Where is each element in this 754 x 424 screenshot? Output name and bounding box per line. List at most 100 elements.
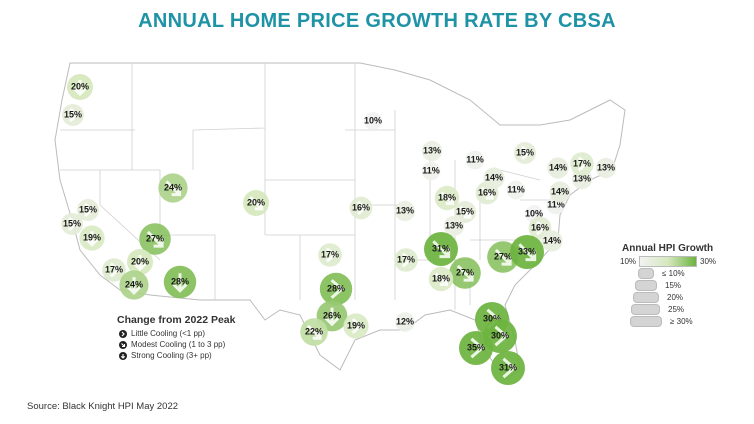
cooling-legend-item: Modest Cooling (1 to 3 pp) — [119, 340, 235, 349]
city-bubble: 15% — [61, 213, 83, 235]
right-arrow-icon — [577, 156, 589, 172]
bubble-label: 30% — [483, 313, 501, 323]
city-bubble: 22% — [300, 318, 328, 346]
size-swatch — [631, 304, 660, 315]
city-bubble: 17% — [394, 248, 418, 272]
bubble-label: 17% — [105, 264, 123, 274]
bubble-label: 20% — [247, 197, 265, 207]
bubble-circle — [349, 196, 373, 220]
bubble-circle — [514, 142, 536, 164]
diagonal-arrow-icon — [249, 196, 264, 211]
bubble-circle — [570, 152, 594, 176]
diagonal-arrow-icon — [456, 264, 474, 282]
bubble-label: 15% — [64, 109, 82, 119]
bubble-label: 11% — [507, 184, 525, 194]
bubble-label: 26% — [323, 310, 341, 320]
city-bubble: 31% — [491, 351, 525, 385]
right-arrow-icon — [68, 216, 79, 232]
bubble-circle — [459, 331, 493, 365]
bubble-label: 27% — [146, 233, 164, 243]
bubble-label: 17% — [573, 158, 591, 168]
right-arrow-icon — [401, 252, 413, 268]
bubble-label: 35% — [467, 342, 485, 352]
city-bubble: 35% — [459, 331, 493, 365]
bubble-label: 22% — [305, 326, 323, 336]
bubble-label: 10% — [525, 208, 543, 218]
city-bubble: 15% — [514, 142, 536, 164]
diagonal-arrow-icon — [119, 340, 127, 349]
bubble-label: 17% — [321, 249, 339, 259]
bubble-circle — [595, 157, 617, 179]
city-bubble: 13% — [421, 140, 443, 162]
bubble-circle — [421, 140, 443, 162]
bubble-label: 15% — [63, 218, 81, 228]
bubble-label: 13% — [423, 145, 441, 155]
bubble-circle — [465, 150, 485, 170]
right-arrow-icon — [502, 357, 517, 379]
bubble-circle — [395, 312, 415, 332]
bubble-label: 14% — [485, 172, 503, 182]
city-bubble: 11% — [506, 180, 526, 200]
city-bubble: 15% — [77, 199, 99, 221]
city-bubble: 13% — [394, 200, 416, 222]
bubble-circle — [364, 112, 382, 130]
bubble-circle — [318, 243, 342, 267]
cooling-legend-label: Strong Cooling (3+ pp) — [131, 351, 212, 360]
bubble-circle — [61, 213, 83, 235]
bubble-label: 28% — [171, 276, 189, 286]
city-bubble: 16% — [349, 196, 373, 220]
city-bubble: 17% — [318, 243, 342, 267]
bubble-label: 13% — [597, 162, 615, 172]
right-arrow-icon — [330, 279, 345, 299]
diagonal-arrow-icon — [146, 230, 164, 248]
right-arrow-icon — [325, 247, 337, 263]
city-bubble: 14% — [541, 230, 563, 252]
city-bubble: 18% — [428, 266, 454, 292]
bubble-circle — [421, 161, 441, 181]
right-arrow-icon — [470, 337, 485, 359]
right-arrow-icon — [119, 329, 127, 338]
bubble-circle — [394, 248, 418, 272]
city-bubble: 17% — [102, 258, 126, 282]
bubble-label: 10% — [364, 115, 382, 125]
hpi-gradient — [639, 256, 698, 267]
city-bubble: 13% — [443, 215, 465, 237]
diagonal-arrow-icon — [494, 248, 512, 266]
bubble-label: 30% — [491, 330, 509, 340]
down-arrow-icon — [73, 79, 87, 97]
city-bubble: 14% — [483, 167, 505, 189]
down-arrow-icon — [119, 351, 127, 360]
bubble-circle — [77, 199, 99, 221]
cooling-legend-item: Strong Cooling (3+ pp) — [119, 351, 235, 360]
bubble-label: 20% — [131, 256, 149, 266]
diagonal-arrow-icon — [480, 186, 494, 200]
bubble-circle — [62, 104, 84, 126]
bubble-label: 15% — [456, 206, 474, 216]
bubble-label: 14% — [551, 186, 569, 196]
down-arrow-icon — [133, 254, 147, 272]
size-label: 25% — [668, 305, 685, 314]
page-title: ANNUAL HOME PRICE GROWTH RATE BY CBSA — [138, 10, 616, 32]
right-arrow-icon — [356, 200, 368, 216]
cooling-legend-title: Change from 2022 Peak — [117, 314, 236, 326]
bubble-label: 16% — [352, 202, 370, 212]
bubble-circle — [102, 258, 126, 282]
bubble-label: 28% — [327, 283, 345, 293]
bubble-label: 31% — [499, 362, 517, 372]
bubble-label: 24% — [164, 182, 182, 192]
size-label: ≤ 10% — [662, 269, 685, 278]
size-label: 20% — [667, 293, 684, 302]
bubble-label: 27% — [494, 251, 512, 261]
city-bubble: 33% — [510, 235, 544, 269]
size-legend-item: 15% — [630, 280, 716, 291]
cooling-legend-label: Modest Cooling (1 to 3 pp) — [131, 340, 226, 349]
cooling-legend-item: Little Cooling (<1 pp) — [119, 329, 235, 338]
bubble-label: 13% — [396, 205, 414, 215]
diagonal-arrow-icon — [165, 180, 182, 197]
size-swatch — [633, 292, 659, 303]
right-arrow-icon — [69, 107, 80, 123]
diagonal-arrow-icon — [432, 240, 451, 259]
size-legend-item: 20% — [630, 292, 716, 303]
city-bubble: 11% — [465, 150, 485, 170]
